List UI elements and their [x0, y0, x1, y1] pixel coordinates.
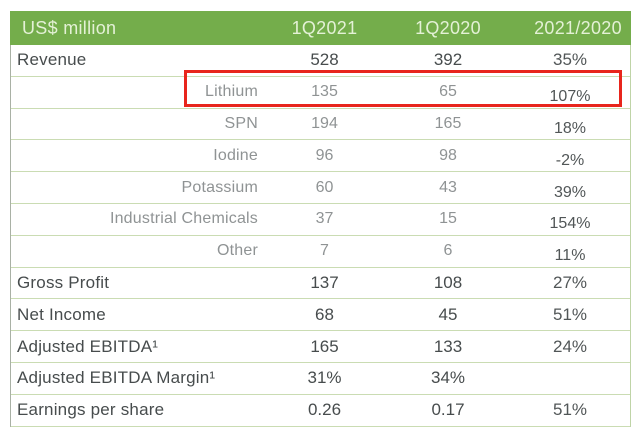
- table-row: Gross Profit 137 108 27%: [11, 268, 630, 300]
- table-row: Lithium 135 65 107%: [11, 77, 630, 109]
- value-1q2020: 65: [439, 83, 457, 101]
- value-1q2020: 133: [433, 336, 463, 356]
- value-1q2021: 7: [320, 242, 329, 260]
- value-change-pct: 11%: [554, 247, 586, 265]
- row-label: Earnings per share: [17, 400, 165, 420]
- value-1q2021: 528: [310, 50, 339, 70]
- table-row: Revenue 528 392 35%: [11, 45, 630, 77]
- value-change-pct: 154%: [549, 215, 591, 233]
- value-change-pct: 35%: [552, 50, 588, 70]
- value-1q2020: 0.17: [431, 400, 465, 420]
- row-label: SPN: [224, 114, 258, 132]
- value-change-pct: 24%: [552, 336, 588, 356]
- table-row: Adjusted EBITDA Margin¹ 31% 34%: [11, 363, 630, 395]
- value-change-pct: 51%: [552, 400, 588, 420]
- value-change-pct: -2%: [555, 151, 585, 169]
- table-row: Net Income 68 45 51%: [11, 299, 630, 332]
- row-label: Industrial Chemicals: [109, 210, 258, 228]
- table-row: SPN 194 165 18%: [11, 109, 630, 141]
- value-1q2021: 137: [310, 272, 339, 292]
- value-1q2021: 68: [315, 304, 334, 324]
- value-1q2020: 165: [434, 114, 462, 132]
- row-label: Gross Profit: [17, 272, 110, 292]
- header-change-2021-2020: 2021/2020: [534, 17, 622, 38]
- row-label: Adjusted EBITDA¹: [17, 336, 159, 356]
- value-change-pct: 51%: [552, 304, 588, 324]
- value-1q2021: 0.26: [307, 400, 342, 420]
- value-1q2021: 165: [310, 336, 339, 356]
- row-label: Adjusted EBITDA Margin¹: [17, 368, 216, 388]
- row-label: Iodine: [213, 146, 258, 164]
- row-label: Other: [216, 242, 258, 260]
- value-1q2020: 45: [438, 304, 458, 324]
- value-change-pct: 27%: [552, 272, 588, 292]
- table-row: Potassium 60 43 39%: [11, 172, 630, 204]
- value-1q2020: 34%: [430, 368, 466, 388]
- table-row: Industrial Chemicals 37 15 154%: [11, 204, 630, 236]
- row-label: Revenue: [17, 50, 87, 70]
- value-change-pct: 107%: [549, 88, 591, 106]
- header-units-label: US$ million: [22, 17, 117, 38]
- value-1q2020: 43: [439, 178, 457, 196]
- value-1q2021: 194: [311, 114, 338, 132]
- header-1q2021: 1Q2021: [291, 17, 358, 38]
- header-1q2020: 1Q2020: [415, 17, 481, 38]
- value-change-pct: 39%: [553, 183, 587, 201]
- value-1q2021: 31%: [307, 368, 342, 388]
- value-1q2020: 6: [443, 242, 453, 260]
- value-1q2020: 108: [433, 272, 463, 292]
- value-1q2021: 135: [311, 83, 338, 101]
- table-row: Other 7 6 11%: [11, 236, 630, 268]
- table-row: Iodine 96 98 -2%: [11, 140, 630, 173]
- value-change-pct: 18%: [553, 119, 587, 137]
- row-label: Lithium: [205, 83, 258, 101]
- value-1q2020: 392: [433, 50, 463, 70]
- value-1q2021: 96: [315, 146, 334, 164]
- row-label: Potassium: [181, 178, 258, 196]
- value-1q2020: 98: [439, 146, 457, 164]
- table-header-row: US$ million 1Q2021 1Q2020 2021/2020: [10, 11, 631, 45]
- table-body: Revenue 528 392 35% Lithium 135 65 107% SPN 194 16…: [10, 45, 631, 427]
- value-1q2021: 37: [315, 210, 334, 228]
- value-1q2020: 15: [439, 210, 457, 228]
- financial-results-table: US$ million 1Q2021 1Q2020 2021/2020 Reve…: [10, 11, 631, 427]
- table-row: Earnings per share 0.26 0.17 51%: [11, 395, 630, 427]
- value-1q2021: 60: [315, 178, 334, 196]
- table-row: Adjusted EBITDA¹ 165 133 24%: [11, 331, 630, 363]
- row-label: Net Income: [17, 304, 106, 324]
